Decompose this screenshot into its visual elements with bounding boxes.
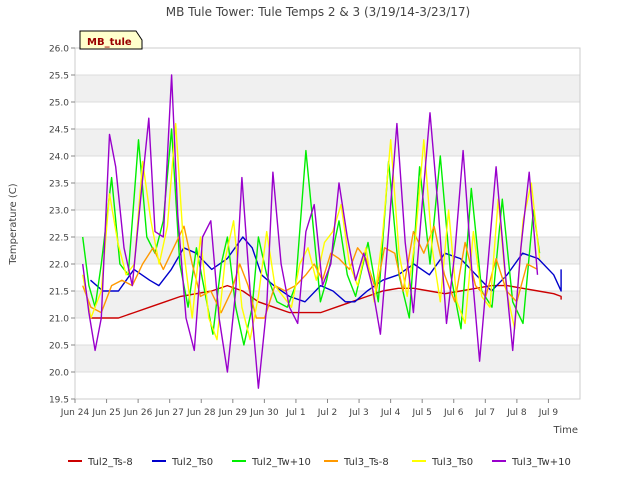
legend-item: Tul2_Ts-8 <box>68 457 133 468</box>
plot-band <box>75 345 580 372</box>
annotation-box: MB_tule <box>79 30 143 50</box>
y-tick-label: 23.5 <box>49 180 69 190</box>
x-tick-label: Jul 7 <box>475 408 495 418</box>
x-tick-label: Jun 26 <box>123 408 153 418</box>
series-line-tul3-ts0 <box>82 122 541 341</box>
x-tick-label: Jul 8 <box>506 408 527 418</box>
annotation-label: MB_tule <box>87 37 132 48</box>
y-tick-label: 22.0 <box>49 261 69 271</box>
x-tick-label: Jun 28 <box>186 408 216 418</box>
x-tick-label: Jul 4 <box>380 408 401 418</box>
x-tick-label: Jun 29 <box>218 408 248 418</box>
y-axis: 19.5 20.0 20.5 21.0 21.5 22.0 22.5 23.0 23.5 24.0… <box>49 45 75 406</box>
legend-label: Tul2_Tw+10 <box>251 457 311 468</box>
x-tick-label: Jun 25 <box>91 408 120 418</box>
y-tick-label: 22.5 <box>49 234 69 244</box>
y-tick-label: 24.5 <box>49 126 69 136</box>
x-tick-label: Jul 1 <box>285 408 305 418</box>
legend-item: Tul3_Tw+10 <box>492 457 571 468</box>
legend-label: Tul3_Tw+10 <box>511 457 571 468</box>
y-tick-label: 23.0 <box>49 207 69 217</box>
series-lines <box>82 74 562 389</box>
y-tick-label: 19.5 <box>49 396 69 406</box>
series-line-tul2-ts0 <box>90 236 562 303</box>
y-tick-label: 20.0 <box>49 369 69 379</box>
y-tick-label: 24.0 <box>49 153 69 163</box>
x-axis-label: Time <box>553 425 578 436</box>
series-line-tul3-tw-10 <box>82 74 539 389</box>
legend-label: Tul3_Ts-8 <box>343 457 389 468</box>
legend-item: Tul3_Ts-8 <box>324 457 389 468</box>
x-tick-label: Jun 27 <box>154 408 183 418</box>
x-tick-label: Jul 5 <box>411 408 431 418</box>
legend-item: Tul2_Tw+10 <box>232 457 311 468</box>
x-tick-label: Jun 30 <box>249 408 279 418</box>
x-tick-label: Jul 3 <box>348 408 368 418</box>
series-line-tul2-tw-10 <box>82 128 541 346</box>
y-tick-label: 26.0 <box>49 45 69 55</box>
legend-item: Tul2_Ts0 <box>152 457 213 468</box>
x-axis: Jun 24 Jun 25 Jun 26 Jun 27 Jun 28 Jun 29 Jun … <box>60 399 559 418</box>
y-axis-label: Temperature (C) <box>8 183 19 265</box>
plot-background <box>75 75 580 372</box>
plot-band <box>75 129 580 156</box>
plot-band <box>75 183 580 210</box>
plot-band <box>75 291 580 318</box>
x-tick-label: Jul 9 <box>538 408 559 418</box>
plot-band <box>75 75 580 102</box>
series-line-tul2-ts-8 <box>90 284 562 319</box>
x-tick-label: Jul 2 <box>317 408 337 418</box>
y-tick-label: 21.0 <box>49 315 69 325</box>
x-tick-label: Jun 24 <box>60 408 90 418</box>
legend-label: Tul2_Ts-8 <box>87 457 133 468</box>
y-tick-label: 25.5 <box>49 72 69 82</box>
chart-title: MB Tule Tower: Tule Temps 2 & 3 (3/19/14… <box>166 5 470 19</box>
legend: Tul2_Ts-8 Tul2_Ts0 Tul2_Tw+10 Tul3_Ts-8 Tul3… <box>68 457 571 468</box>
y-tick-label: 25.0 <box>49 99 69 109</box>
legend-label: Tul2_Ts0 <box>171 457 213 468</box>
x-tick-label: Jul 6 <box>443 408 464 418</box>
y-tick-label: 20.5 <box>49 342 69 352</box>
legend-item: Tul3_Ts0 <box>412 457 473 468</box>
legend-label: Tul3_Ts0 <box>431 457 473 468</box>
y-tick-label: 21.5 <box>49 288 69 298</box>
